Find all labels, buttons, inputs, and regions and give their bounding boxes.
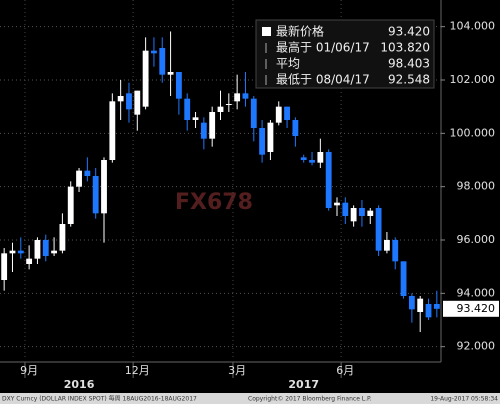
candle-body [184,98,191,120]
candle-body [242,93,249,99]
candle-body [433,304,440,309]
candle-body [400,261,407,296]
candle-body [109,101,116,160]
year-label: 2016 [64,378,95,391]
candle-body [76,170,82,187]
candle-body [309,160,315,163]
candle-body [250,98,257,128]
candle-body [384,240,390,251]
candle-body [375,208,382,251]
candle-body [101,160,107,214]
candle-body [300,157,307,160]
candle-body [234,93,241,102]
candle-body [292,120,299,136]
legend-value: 93.420 [388,25,430,39]
x-tick-label: 12月 [125,364,150,377]
candle-body [217,106,224,112]
y-tick-label: 92.000 [457,340,496,353]
candle-body [275,106,282,123]
candle-body [126,93,132,110]
last-price-box [443,300,499,317]
candle-body [209,112,216,139]
footer-text: 19-Aug-2017 05:58:34 [430,396,498,403]
legend-name: 平均 [276,57,300,71]
candle-body [225,104,232,105]
candle-body [267,122,274,152]
legend-name: 最新价格 [276,24,324,39]
candle-body [408,296,415,310]
legend-name: 最低于 08/04/17 [276,73,370,87]
candle-body [159,48,166,75]
candle-body [350,208,357,222]
footer-bar [0,393,500,404]
legend-icon [262,27,271,36]
candle-body [342,202,349,216]
y-tick-label: 98.000 [457,180,496,193]
candle-body [34,240,41,259]
candle-body [51,250,57,254]
candle-body [317,152,324,163]
last-price-label: 93.420 [457,302,496,315]
candle-body [26,258,33,264]
candle-body [142,50,149,107]
candle-body [42,240,49,256]
candle-body [192,117,199,120]
candle-body [259,128,266,155]
legend-value: 98.403 [388,57,430,71]
candle-body [134,90,141,115]
footer-text: DXY Curncy (DOLLAR INDEX SPOT) 每周 18AUG2… [2,395,197,403]
candle-body [334,202,340,206]
candle-body [359,208,365,216]
candle-body [59,224,66,251]
candle-body [17,250,24,254]
candle-body [200,122,207,139]
candle-body [1,253,8,280]
watermark: FX678 [175,190,253,215]
candle-body [92,176,99,214]
candle-body [417,298,424,312]
y-tick-label: 104.000 [450,20,496,33]
legend-box [255,19,435,89]
candle-body [117,96,124,102]
candle-body [284,106,290,120]
candle-body [367,210,374,216]
legend-value: 92.548 [388,73,430,87]
y-tick-label: 94.000 [457,286,496,299]
x-tick-label: 9月 [20,364,38,377]
candle-body [425,304,432,318]
candle-body [175,72,182,99]
candle-body [325,152,332,208]
candle-body [392,240,399,262]
legend-name: 最高于 01/06/17 [276,40,370,55]
y-tick-label: 102.000 [450,73,496,86]
x-tick-label: 3月 [228,364,246,377]
candle-body [9,250,16,254]
year-label: 2017 [288,378,319,391]
x-tick-label: 6月 [336,364,354,377]
candle-body [151,50,157,54]
y-tick-label: 96.000 [457,233,496,246]
legend-value: 103.820 [380,41,430,55]
candle-body [67,186,74,224]
candle-body [84,170,91,176]
footer-text: Copyright© 2017 Bloomberg Finance L.P. [248,396,372,403]
candle-body [167,72,174,75]
y-tick-label: 100.000 [450,126,496,139]
